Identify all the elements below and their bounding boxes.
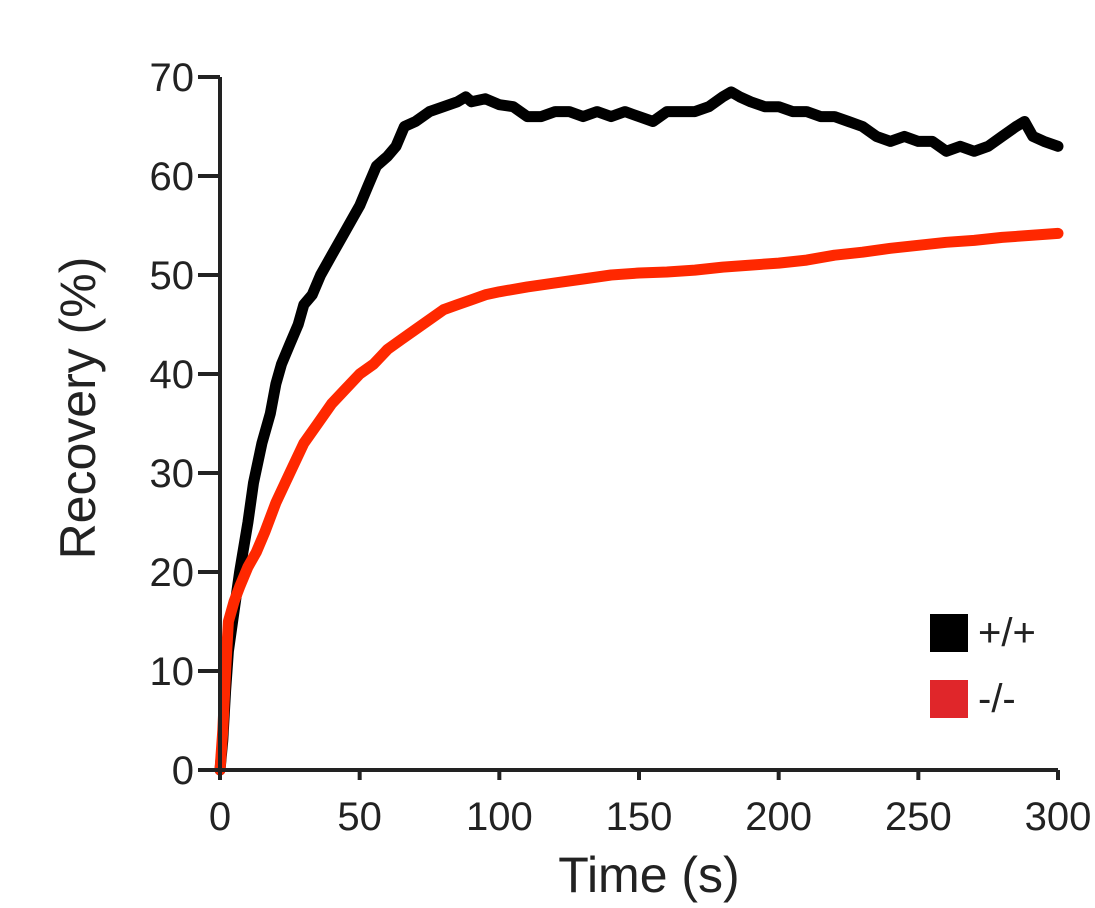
axes: 0 10 20 30 40 50 60 70 0 50 100 150 200 250 300 (150, 56, 1092, 839)
y-ticks: 0 10 20 30 40 50 60 70 (150, 56, 220, 793)
y-tick-label: 40 (150, 353, 195, 397)
y-tick-label: 30 (150, 452, 195, 496)
x-tick-label: 200 (745, 795, 812, 839)
y-axis-title: Recovery (%) (50, 257, 106, 560)
y-tick-label: 0 (172, 749, 194, 793)
series-line-1 (214, 227, 1064, 776)
y-tick-label: 70 (150, 56, 195, 100)
legend-swatch-wild-type (930, 614, 968, 652)
legend-swatch-knockout (930, 680, 968, 718)
legend-label-knockout: -/- (978, 677, 1016, 721)
x-tick-label: 300 (1025, 795, 1092, 839)
series-layer (214, 86, 1064, 776)
y-tick-label: 20 (150, 551, 195, 595)
legend: +/+ -/- (930, 611, 1036, 721)
y-tick-label: 60 (150, 155, 195, 199)
x-tick-label: 50 (337, 795, 382, 839)
x-tick-label: 150 (606, 795, 673, 839)
x-tick-label: 0 (209, 795, 231, 839)
x-ticks: 0 50 100 150 200 250 300 (209, 770, 1092, 839)
x-tick-label: 100 (466, 795, 533, 839)
series-line-0 (214, 86, 1064, 776)
x-tick-label: 250 (885, 795, 952, 839)
x-axis-title: Time (s) (558, 847, 739, 903)
y-tick-label: 10 (150, 650, 195, 694)
y-tick-label: 50 (150, 254, 195, 298)
legend-label-wild-type: +/+ (978, 611, 1036, 655)
